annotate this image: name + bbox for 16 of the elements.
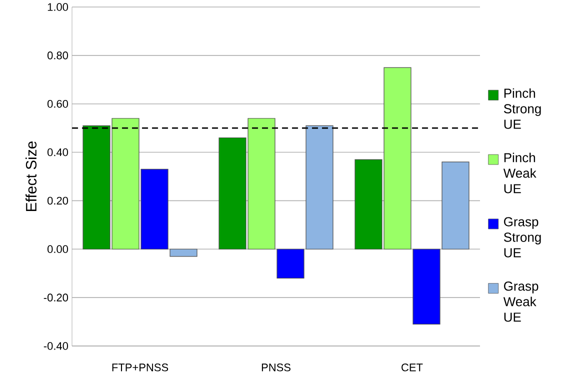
y-tick-label: 0.80 <box>47 52 68 60</box>
legend-label: Grasp Weak UE <box>503 282 538 322</box>
y-tick-label: -0.20 <box>44 294 68 302</box>
legend-label: Pinch Weak UE <box>503 152 536 194</box>
y-tick-label: 0.40 <box>47 148 68 156</box>
legend-label: Grasp Strong UE <box>504 217 541 258</box>
y-tick-label: -0.40 <box>44 342 68 350</box>
y-tick-label: 0.00 <box>47 245 68 254</box>
x-tick-label: PNSS <box>262 364 290 372</box>
y-tick-label: 1.00 <box>48 3 68 11</box>
y-tick-label: 0.60 <box>47 100 68 108</box>
x-tick-label: CET <box>402 364 423 372</box>
y-axis-title: Effect Size <box>26 141 37 211</box>
x-tick-label: FTP+PNSS <box>112 364 168 372</box>
legend-label: Pinch Strong UE <box>504 88 541 129</box>
y-tick-label: 0.20 <box>47 196 68 205</box>
